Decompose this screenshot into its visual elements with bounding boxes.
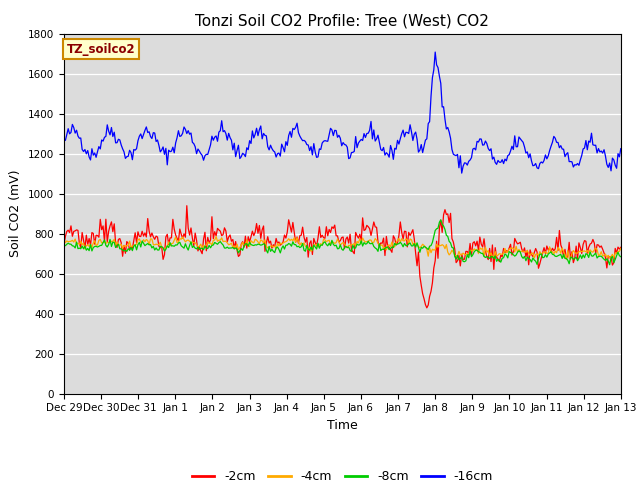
Title: Tonzi Soil CO2 Profile: Tree (West) CO2: Tonzi Soil CO2 Profile: Tree (West) CO2 xyxy=(195,13,490,28)
Legend: -2cm, -4cm, -8cm, -16cm: -2cm, -4cm, -8cm, -16cm xyxy=(187,465,498,480)
Text: TZ_soilco2: TZ_soilco2 xyxy=(67,43,136,56)
Y-axis label: Soil CO2 (mV): Soil CO2 (mV) xyxy=(10,170,22,257)
X-axis label: Time: Time xyxy=(327,419,358,432)
